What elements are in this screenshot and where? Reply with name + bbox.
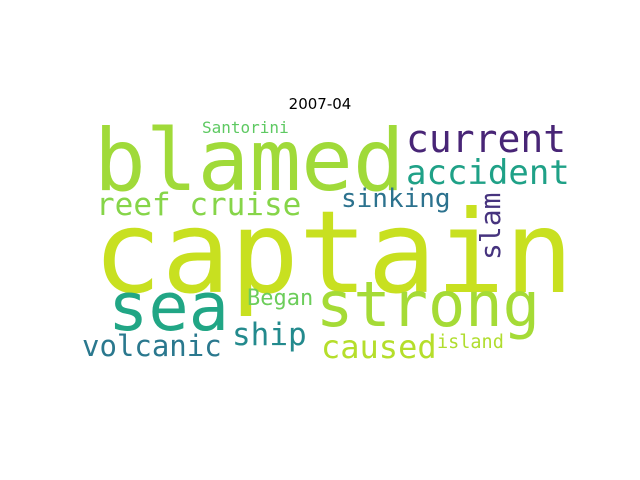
word: current (406, 117, 566, 161)
word: Began (247, 286, 313, 311)
word: reef cruise (96, 187, 301, 223)
word: Santorini (202, 118, 289, 137)
word: ship (232, 317, 307, 353)
word: accident (406, 153, 570, 193)
word: caused (321, 328, 437, 366)
word: blamed (94, 111, 405, 211)
word: captain (93, 186, 573, 319)
word: sea (108, 268, 229, 346)
chart-title: 2007-04 (289, 95, 352, 113)
word: slam (474, 193, 507, 260)
word: strong (316, 268, 540, 341)
word: sinking (341, 184, 451, 214)
word: volcanic (82, 329, 222, 363)
word: island (437, 332, 504, 353)
